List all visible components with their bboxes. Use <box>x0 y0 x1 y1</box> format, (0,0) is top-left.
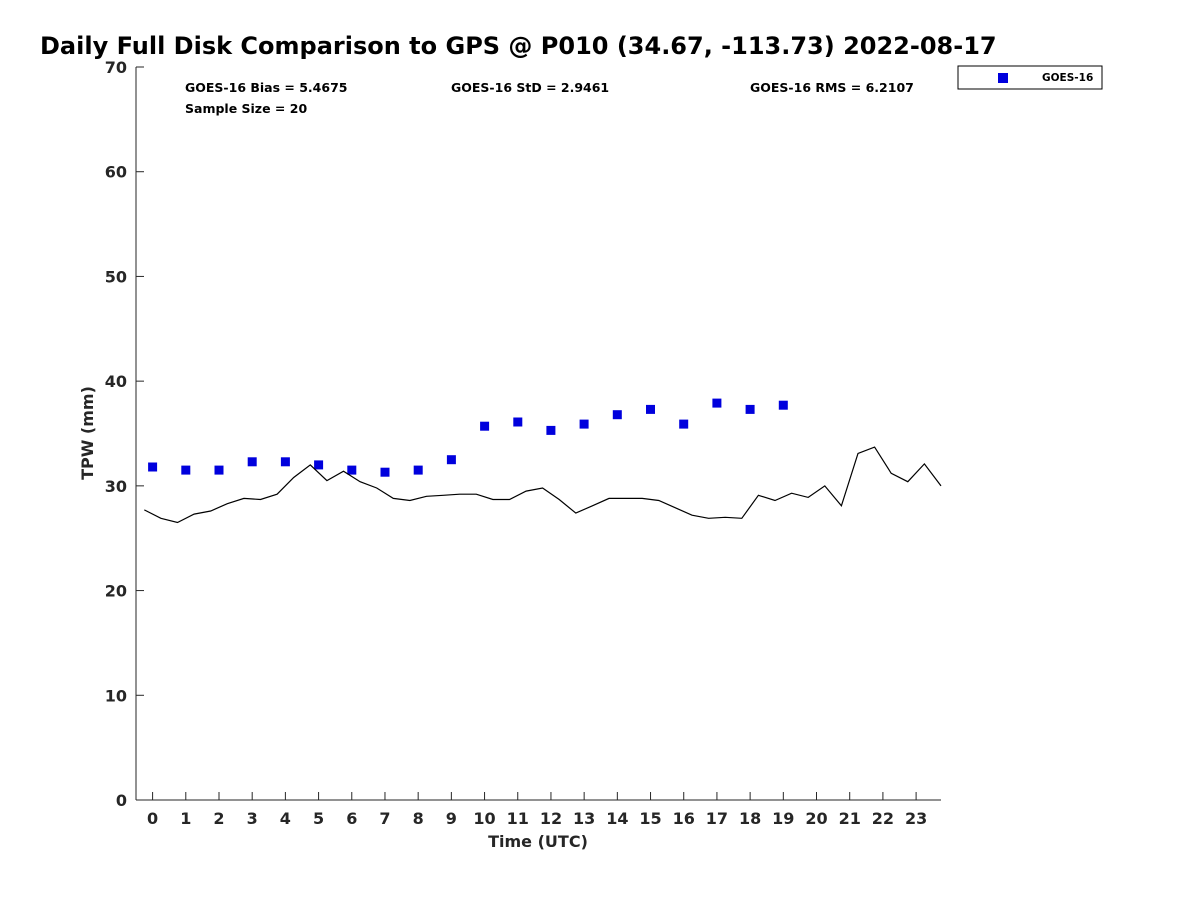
x-tick-label: 18 <box>739 809 761 828</box>
x-tick-label: 7 <box>379 809 390 828</box>
goes16-point <box>679 419 689 429</box>
goes16-point <box>280 457 290 467</box>
rms-stat: GOES-16 RMS = 6.2107 <box>750 80 914 95</box>
legend-marker-goes16 <box>998 73 1008 83</box>
x-tick-label: 14 <box>606 809 628 828</box>
goes16-point <box>579 419 589 429</box>
x-tick-label: 0 <box>147 809 158 828</box>
x-tick-label: 20 <box>805 809 827 828</box>
x-tick-label: 17 <box>706 809 728 828</box>
legend-label-goes16: GOES-16 <box>1042 72 1093 84</box>
x-tick-label: 15 <box>639 809 661 828</box>
y-axis-label: TPW (mm) <box>78 386 97 480</box>
y-axis-ticks: 0 10 20 30 40 50 60 70 <box>105 58 144 810</box>
goes16-point <box>612 410 622 420</box>
legend-box <box>957 65 1103 90</box>
x-tick-label: 2 <box>213 809 224 828</box>
goes16-point <box>214 465 224 475</box>
x-tick-label: 22 <box>872 809 894 828</box>
x-tick-label: 23 <box>905 809 927 828</box>
sample-size-stat: Sample Size = 20 <box>185 101 307 116</box>
goes16-point <box>413 465 423 475</box>
x-tick-label: 12 <box>540 809 562 828</box>
x-tick-label: 5 <box>313 809 324 828</box>
x-tick-label: 11 <box>507 809 529 828</box>
x-tick-label: 9 <box>446 809 457 828</box>
y-tick-label: 70 <box>105 58 127 77</box>
y-tick-label: 40 <box>105 372 127 391</box>
legend: GOES-16 <box>957 65 1103 90</box>
goes16-point <box>480 421 490 431</box>
goes16-point <box>181 465 191 475</box>
bias-stat: GOES-16 Bias = 5.4675 <box>185 80 347 95</box>
x-tick-label: 6 <box>346 809 357 828</box>
goes16-point <box>347 465 357 475</box>
y-tick-label: 50 <box>105 267 127 286</box>
goes16-point <box>380 467 390 477</box>
x-tick-label: 8 <box>413 809 424 828</box>
x-tick-label: 21 <box>839 809 861 828</box>
x-axis-label: Time (UTC) <box>488 832 588 851</box>
goes16-point <box>446 455 456 465</box>
y-tick-label: 20 <box>105 582 127 601</box>
x-tick-label: 3 <box>247 809 258 828</box>
goes16-point <box>247 457 257 467</box>
goes16-point <box>712 398 722 408</box>
y-tick-label: 0 <box>116 791 127 810</box>
goes16-point <box>513 417 523 427</box>
x-tick-label: 13 <box>573 809 595 828</box>
y-tick-label: 10 <box>105 686 127 705</box>
goes16-point <box>546 425 556 435</box>
plot-area <box>144 398 942 524</box>
goes16-point <box>646 404 655 414</box>
x-axis-ticks: 0 1 2 3 4 5 6 7 8 9 10 11 12 13 14 15 16 17 18 19 20 21 22 23 <box>147 792 927 828</box>
std-stat: GOES-16 StD = 2.9461 <box>451 80 609 95</box>
y-tick-label: 30 <box>105 477 127 496</box>
goes16-point <box>148 462 158 472</box>
goes16-point <box>314 460 324 470</box>
goes16-point <box>745 404 755 414</box>
x-tick-label: 4 <box>280 809 291 828</box>
goes16-point <box>778 400 788 410</box>
gps-tpw-line <box>144 446 942 524</box>
axes <box>135 67 941 801</box>
x-tick-label: 10 <box>473 809 495 828</box>
y-tick-label: 60 <box>105 163 127 182</box>
x-tick-label: 16 <box>673 809 695 828</box>
chart-title: Daily Full Disk Comparison to GPS @ P010… <box>40 32 997 60</box>
x-tick-label: 1 <box>180 809 191 828</box>
x-tick-label: 19 <box>772 809 794 828</box>
